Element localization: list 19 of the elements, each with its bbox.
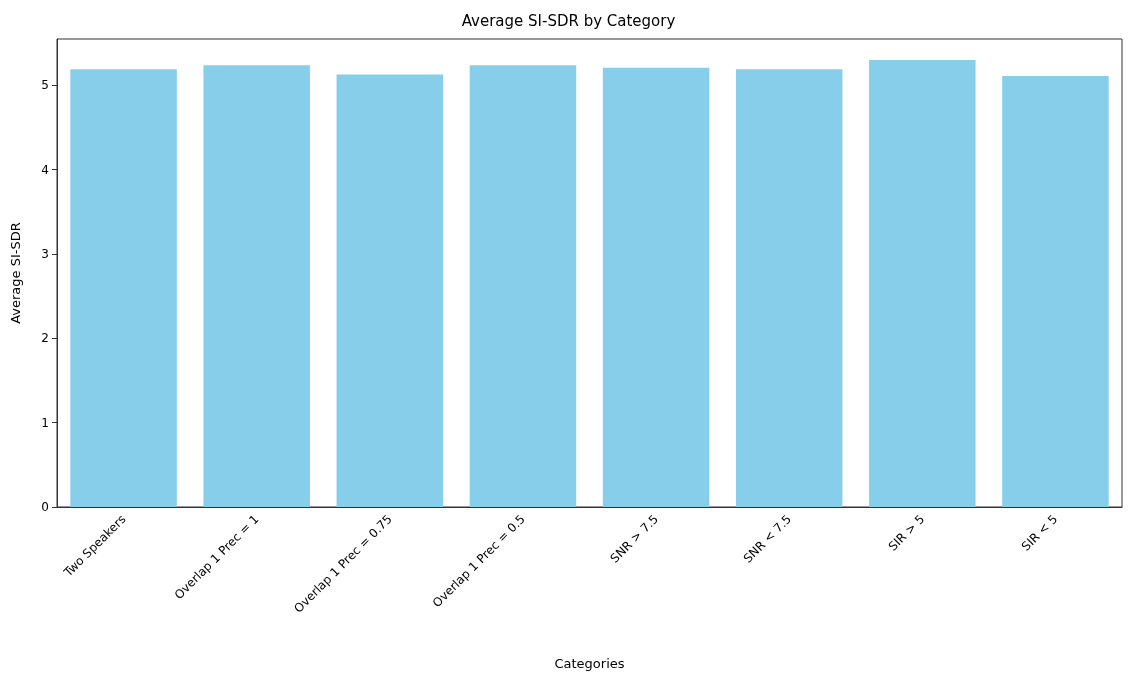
y-tick-label: 1 [41, 415, 49, 430]
y-tick-label: 3 [41, 247, 49, 262]
bar [869, 60, 976, 507]
chart-title: Average SI-SDR by Category [461, 11, 676, 30]
y-axis-title: Average SI-SDR [8, 222, 23, 324]
y-tick-label: 2 [41, 331, 49, 346]
y-tick-label: 0 [41, 500, 49, 514]
y-tick-label: 5 [41, 78, 49, 93]
bar [1002, 76, 1109, 507]
bar [203, 65, 310, 507]
bar [336, 74, 444, 507]
y-tick-label: 4 [41, 162, 49, 177]
bar [735, 69, 843, 507]
bar [469, 65, 577, 507]
x-tick-label: SIR < 5 [1018, 512, 1061, 554]
x-axis-title: Categories [554, 656, 625, 671]
x-tick-label: SIR > 5 [885, 512, 928, 554]
bar [602, 67, 710, 507]
bar [70, 69, 177, 507]
